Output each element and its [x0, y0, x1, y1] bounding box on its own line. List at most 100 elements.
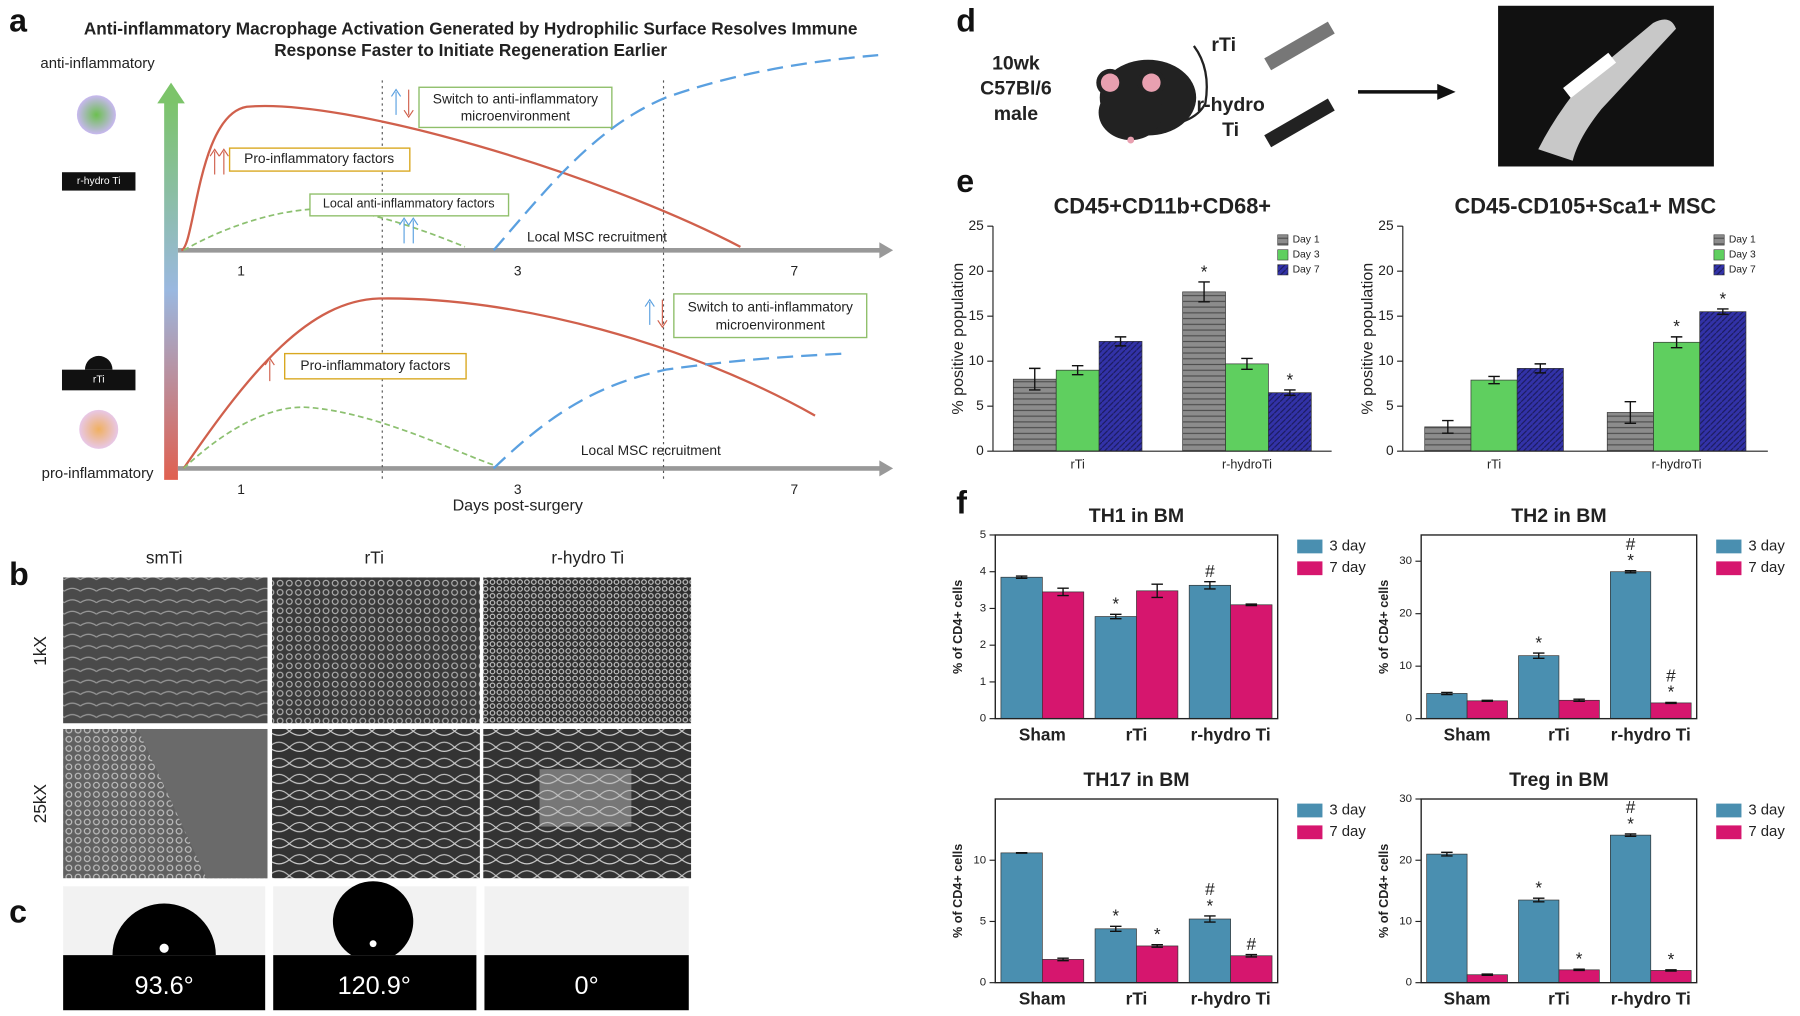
- drop-image: [484, 886, 689, 956]
- plot-frame: [994, 534, 1279, 720]
- y-tick-label: 20: [968, 263, 984, 278]
- y-tick-label: 30: [1399, 555, 1412, 567]
- annotation: Local MSC recruitment: [527, 229, 667, 244]
- droplet: [332, 881, 414, 956]
- y-tick-label: 25: [1378, 218, 1394, 233]
- significance-mark: *: [1112, 594, 1119, 614]
- arrow: [657, 299, 668, 329]
- x-tick-label: rTi: [1548, 724, 1570, 744]
- bar: [1610, 834, 1652, 984]
- x-tick-label: r-hydroTi: [1652, 457, 1702, 471]
- y-tick-label: 10: [1399, 660, 1412, 672]
- legend-swatch: [1713, 234, 1725, 246]
- curve: [492, 352, 844, 470]
- gradient-arrow: [164, 101, 178, 480]
- column-label: smTi: [146, 548, 183, 568]
- y-tick-label: 5: [980, 915, 986, 927]
- column-label: r-hydro Ti: [551, 548, 624, 568]
- droplet-glint: [369, 940, 377, 948]
- error-bar: [1110, 925, 1122, 932]
- error-bar: [1114, 336, 1127, 347]
- panel-letter: a: [9, 2, 28, 38]
- legend-swatch: [1297, 825, 1323, 840]
- column-label: rTi: [365, 548, 384, 568]
- row-label: 1kX: [30, 636, 50, 666]
- x-tick-label: rTi: [1487, 457, 1501, 471]
- bar: [1558, 699, 1600, 719]
- bar: [1136, 945, 1179, 984]
- sample-icon: [61, 172, 136, 191]
- error-bar: [1110, 613, 1122, 620]
- arrow: [264, 357, 275, 382]
- legend-swatch: [1277, 264, 1289, 276]
- arrow: [399, 217, 419, 244]
- contact-angle: 0°: [575, 972, 599, 1000]
- curve: [492, 53, 879, 252]
- bar: [1558, 969, 1600, 984]
- droplet: [112, 903, 216, 956]
- error-bar: [1057, 957, 1069, 962]
- annotation: Pro-inflammatory factors: [244, 151, 394, 166]
- error-bar: [1488, 375, 1500, 385]
- sample-label: rTi: [93, 375, 105, 386]
- sem-image: [272, 728, 480, 879]
- significance-mark: *: [1719, 288, 1726, 308]
- y-tick-label: 0: [980, 713, 986, 725]
- sem-image: [272, 577, 480, 724]
- legend-swatch: [1716, 561, 1742, 576]
- chart-title: CD45+CD11b+CD68+: [1054, 194, 1271, 219]
- legend-label: 3 day: [1748, 537, 1785, 554]
- droplet-icon: [84, 355, 113, 370]
- x-tick-label: Sham: [1444, 988, 1491, 1008]
- significance-mark: #: [1205, 561, 1215, 581]
- legend-swatch: [1297, 803, 1323, 818]
- panel-a: Anti-inflammatory Macrophage Activation …: [40, 18, 894, 515]
- error-bar: [1481, 973, 1494, 977]
- y-axis-label: % positive population: [949, 263, 967, 415]
- legend-swatch: [1277, 249, 1289, 261]
- axis-label: Days post-surgery: [453, 497, 583, 515]
- arrow: [390, 88, 402, 115]
- axis-label: pro-inflammatory: [42, 465, 154, 482]
- panel-letter: e: [956, 163, 974, 199]
- bar: [1042, 959, 1085, 984]
- annotation-box: [309, 193, 510, 217]
- legend-label: Day 7: [1729, 265, 1756, 276]
- day-tick: 3: [514, 482, 522, 497]
- bar: [1699, 311, 1747, 452]
- day-tick: 7: [791, 264, 799, 279]
- x-tick-label: rTi: [1126, 724, 1148, 744]
- y-tick-label: 30: [1399, 793, 1412, 805]
- bar: [1188, 918, 1231, 984]
- x-tick-label: r-hydroTi: [1222, 457, 1272, 471]
- charts: CD45+CD11b+CD68+ % positive population 0 5 1…: [949, 194, 1786, 1009]
- cell-icon: [76, 95, 116, 135]
- drop-image: [273, 955, 477, 1011]
- error-bar: [1481, 699, 1494, 703]
- error-bar: [1029, 367, 1041, 391]
- implant-label: r-hydro: [1196, 94, 1264, 116]
- error-bar: [1071, 364, 1084, 376]
- significance-mark: *: [1287, 369, 1294, 389]
- annotation: Pro-inflammatory factors: [300, 358, 450, 373]
- legend-swatch: [1713, 249, 1725, 261]
- diagram-title: Response Faster to Initiate Regeneration…: [274, 40, 667, 60]
- bar: [1470, 379, 1518, 452]
- chart-title: TH17 in BM: [1083, 769, 1189, 791]
- significance-mark: *: [1112, 906, 1119, 926]
- y-tick-label: 10: [1378, 353, 1394, 368]
- y-axis-label: % of CD4+ cells: [951, 844, 965, 938]
- error-bar: [1151, 583, 1163, 599]
- arrow: [644, 298, 655, 325]
- error-bar: [1241, 357, 1253, 370]
- y-tick-label: 10: [1399, 915, 1412, 927]
- sem-texture: [539, 769, 632, 827]
- error-bar: [1284, 389, 1296, 397]
- y-tick-label: 0: [980, 977, 986, 989]
- error-bar: [1151, 944, 1163, 948]
- mouse-nose: [1127, 136, 1135, 144]
- significance-mark: *: [1668, 682, 1675, 702]
- error-bar: [1057, 587, 1069, 597]
- legend-label: Day 3: [1293, 250, 1320, 261]
